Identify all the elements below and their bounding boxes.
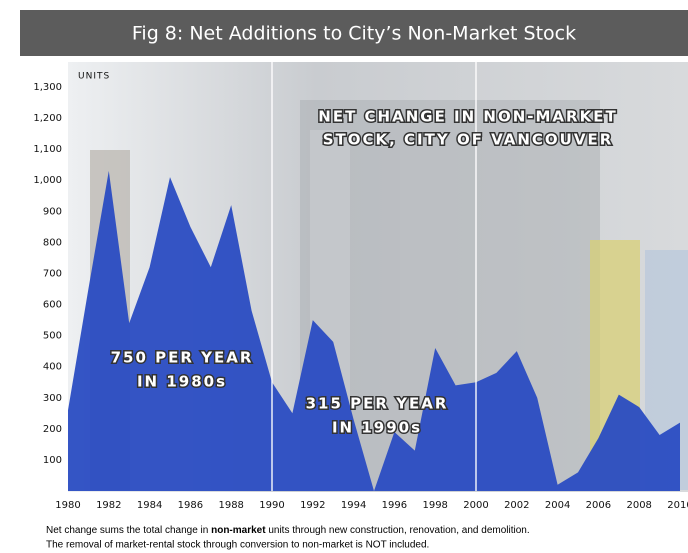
y-tick-label: 300 [43,393,62,404]
y-tick-label: 1,200 [33,113,62,124]
x-tick-label: 1986 [178,500,203,511]
y-tick-label: 1,000 [33,175,62,186]
annotation: NET CHANGE IN NON-MARKET [318,108,617,126]
title-banner [20,10,688,56]
y-tick-label: 1,100 [33,144,62,155]
footnote: Net change sums the total change in non-… [46,525,530,536]
annotation: 315 PER YEAR [306,395,449,413]
x-tick-label: 2000 [463,500,488,511]
x-tick-label: 1990 [259,500,284,511]
y-tick-label: 200 [43,424,62,435]
x-tick-label: 2004 [545,500,570,511]
x-tick-label: 1982 [96,500,121,511]
footnote-bold: non-market [211,525,266,536]
x-tick-label: 2006 [586,500,611,511]
x-tick-label: 2008 [626,500,651,511]
footnote-text: Net change sums the total change in [46,525,211,536]
y-tick-label: 100 [43,455,62,466]
x-tick-label: 2002 [504,500,529,511]
annotation: IN 1980s [137,373,227,391]
x-tick-label: 1988 [218,500,243,511]
x-tick-label: 1984 [137,500,162,511]
chart-title: Fig 8: Net Additions to City’s Non-Marke… [132,23,576,45]
annotation: IN 1990s [332,419,422,437]
annotation: 750 PER YEAR [111,349,254,367]
area [68,170,680,491]
x-tick-label: 1992 [300,500,325,511]
footnote-text: units through new construction, renovati… [266,525,530,536]
x-tick-label: 2010 [667,500,688,511]
y-tick-label: 500 [43,331,62,342]
y-tick-label: 400 [43,362,62,373]
annotation: STOCK, CITY OF VANCOUVER [323,131,614,149]
x-tick-label: 1998 [422,500,447,511]
y-tick-label: 800 [43,237,62,248]
x-tick-label: 1980 [55,500,80,511]
x-tick-label: 1996 [382,500,407,511]
y-tick-label: 600 [43,300,62,311]
x-tick-label: 1994 [341,500,366,511]
y-tick-label: 900 [43,206,62,217]
y-axis-label: UNITS [78,72,110,82]
y-tick-label: 1,300 [33,82,62,93]
y-tick-label: 700 [43,268,62,279]
footnote: The removal of market-rental stock throu… [46,540,429,551]
